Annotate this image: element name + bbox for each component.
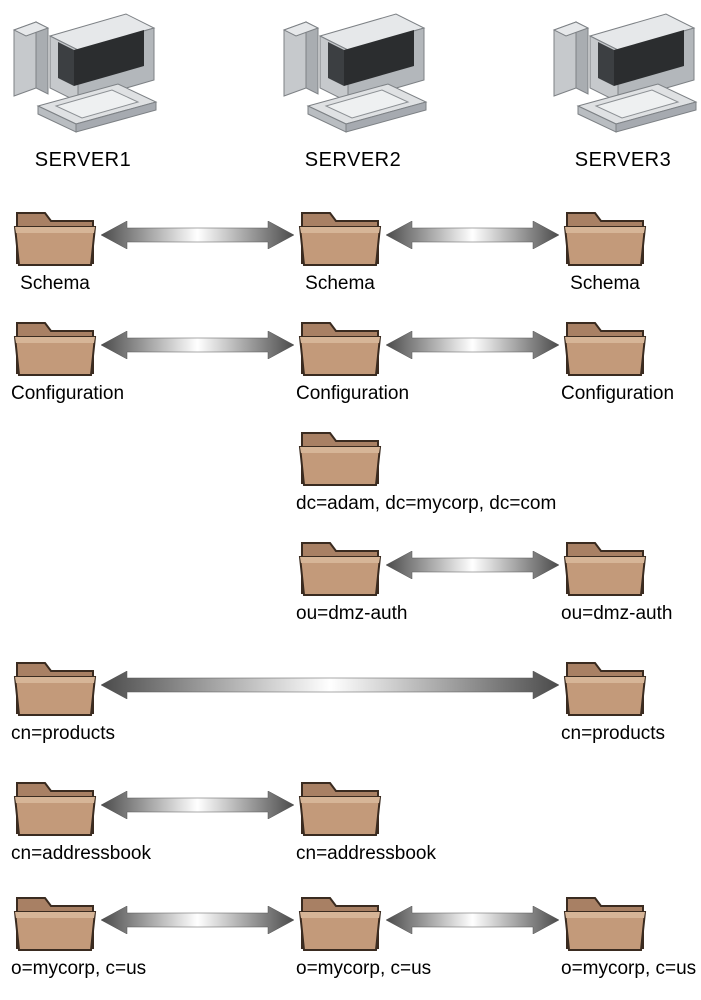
folder-icon	[296, 205, 384, 269]
server-icon	[278, 10, 428, 140]
folder-label: dc=adam, dc=mycorp, dc=com	[296, 493, 384, 515]
folder-icon	[11, 205, 99, 269]
folder-cn-products: cn=products	[561, 655, 649, 745]
folder-label: Configuration	[561, 383, 649, 405]
folder-label: ou=dmz-auth	[561, 603, 649, 625]
folder-icon	[296, 535, 384, 599]
server-server3: SERVER3	[548, 10, 698, 172]
folder-label: Configuration	[11, 383, 99, 405]
replication-arrow	[386, 551, 559, 579]
folder-label: ou=dmz-auth	[296, 603, 384, 625]
folder-o-mycorp: o=mycorp, c=us	[11, 890, 99, 980]
folder-configuration: Configuration	[561, 315, 649, 405]
folder-label: cn=addressbook	[11, 843, 99, 865]
server-label: SERVER3	[548, 149, 698, 172]
replication-arrow	[101, 791, 294, 819]
double-arrow-icon	[386, 551, 559, 579]
double-arrow-icon	[101, 221, 294, 249]
replication-arrow	[101, 331, 294, 359]
folder-cn-products: cn=products	[11, 655, 99, 745]
folder-cn-addressbook: cn=addressbook	[11, 775, 99, 865]
folder-label: Schema	[561, 273, 649, 295]
server-server2: SERVER2	[278, 10, 428, 172]
folder-cn-addressbook: cn=addressbook	[296, 775, 384, 865]
double-arrow-icon	[101, 906, 294, 934]
folder-icon	[296, 890, 384, 954]
folder-icon	[11, 775, 99, 839]
server-server1: SERVER1	[8, 10, 158, 172]
server-icon	[8, 10, 158, 140]
folder-label: Configuration	[296, 383, 384, 405]
folder-label: cn=products	[561, 723, 649, 745]
folder-icon	[296, 775, 384, 839]
folder-label: Schema	[11, 273, 99, 295]
folder-icon	[561, 655, 649, 719]
double-arrow-icon	[101, 791, 294, 819]
folder-icon	[561, 535, 649, 599]
folder-icon	[296, 425, 384, 489]
folder-schema: Schema	[561, 205, 649, 295]
replication-arrow	[386, 331, 559, 359]
server-icon	[548, 10, 698, 140]
folder-ou-dmz: ou=dmz-auth	[561, 535, 649, 625]
replication-arrow	[386, 221, 559, 249]
folder-icon	[296, 315, 384, 379]
folder-schema: Schema	[296, 205, 384, 295]
folder-label: o=mycorp, c=us	[11, 958, 99, 980]
folder-icon	[561, 890, 649, 954]
folder-label: Schema	[296, 273, 384, 295]
folder-label: cn=addressbook	[296, 843, 384, 865]
folder-o-mycorp: o=mycorp, c=us	[296, 890, 384, 980]
folder-label: cn=products	[11, 723, 99, 745]
folder-dc-adam: dc=adam, dc=mycorp, dc=com	[296, 425, 384, 515]
diagram-canvas: SERVER1SERVER2SERVER3SchemaSchemaSchema …	[0, 0, 701, 1000]
folder-ou-dmz: ou=dmz-auth	[296, 535, 384, 625]
folder-icon	[561, 315, 649, 379]
folder-icon	[11, 655, 99, 719]
folder-icon	[11, 890, 99, 954]
replication-arrow	[101, 671, 559, 699]
folder-schema: Schema	[11, 205, 99, 295]
replication-arrow	[386, 906, 559, 934]
folder-icon	[561, 205, 649, 269]
folder-o-mycorp: o=mycorp, c=us	[561, 890, 649, 980]
double-arrow-icon	[386, 221, 559, 249]
double-arrow-icon	[386, 331, 559, 359]
folder-label: o=mycorp, c=us	[561, 958, 649, 980]
folder-configuration: Configuration	[11, 315, 99, 405]
double-arrow-icon	[386, 906, 559, 934]
replication-arrow	[101, 221, 294, 249]
folder-icon	[11, 315, 99, 379]
server-label: SERVER2	[278, 149, 428, 172]
double-arrow-icon	[101, 671, 559, 699]
server-label: SERVER1	[8, 149, 158, 172]
double-arrow-icon	[101, 331, 294, 359]
folder-label: o=mycorp, c=us	[296, 958, 384, 980]
folder-configuration: Configuration	[296, 315, 384, 405]
replication-arrow	[101, 906, 294, 934]
